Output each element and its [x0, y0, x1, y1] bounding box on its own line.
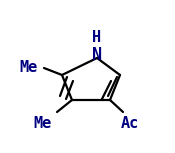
- Text: Ac: Ac: [121, 116, 139, 131]
- Text: H: H: [92, 30, 102, 45]
- Text: Me: Me: [19, 60, 37, 75]
- Text: Me: Me: [33, 116, 51, 131]
- Text: N: N: [92, 46, 102, 64]
